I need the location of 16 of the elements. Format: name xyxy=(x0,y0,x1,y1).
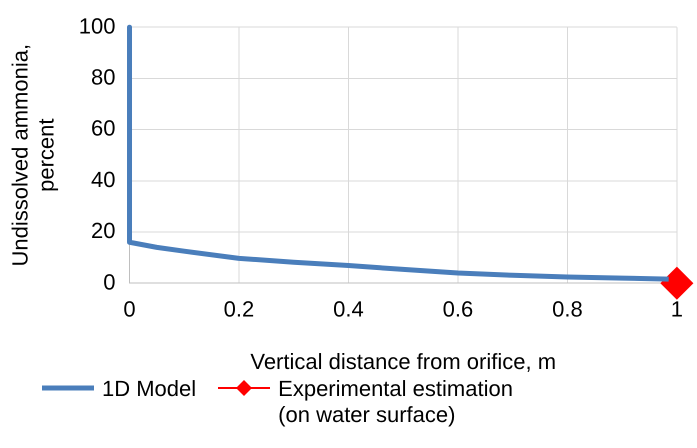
x-tick-label: 0.6 xyxy=(442,296,474,322)
y-tick-label: 100 xyxy=(78,13,116,38)
x-tick-label: 1 xyxy=(670,296,684,322)
y-tick-label: 0 xyxy=(103,269,116,294)
x-tick-label: 0.4 xyxy=(333,296,364,322)
x-tick-label: 0.2 xyxy=(224,296,254,322)
y-axis-title: Undissolved ammonia, percent xyxy=(7,44,59,266)
x-axis-title: Vertical distance from orifice, m xyxy=(250,348,556,374)
x-tick-label: 0.8 xyxy=(552,296,583,322)
y-tick-label: 60 xyxy=(91,116,116,141)
legend-label: Experimental estimation (on water surface) xyxy=(278,376,514,428)
y-tick-label: 40 xyxy=(91,166,116,192)
y-tick-label: 80 xyxy=(91,64,116,90)
y-tick-label: 20 xyxy=(91,218,116,244)
x-tick-label: 0 xyxy=(123,296,136,322)
legend-label: 1D Model xyxy=(102,376,196,402)
